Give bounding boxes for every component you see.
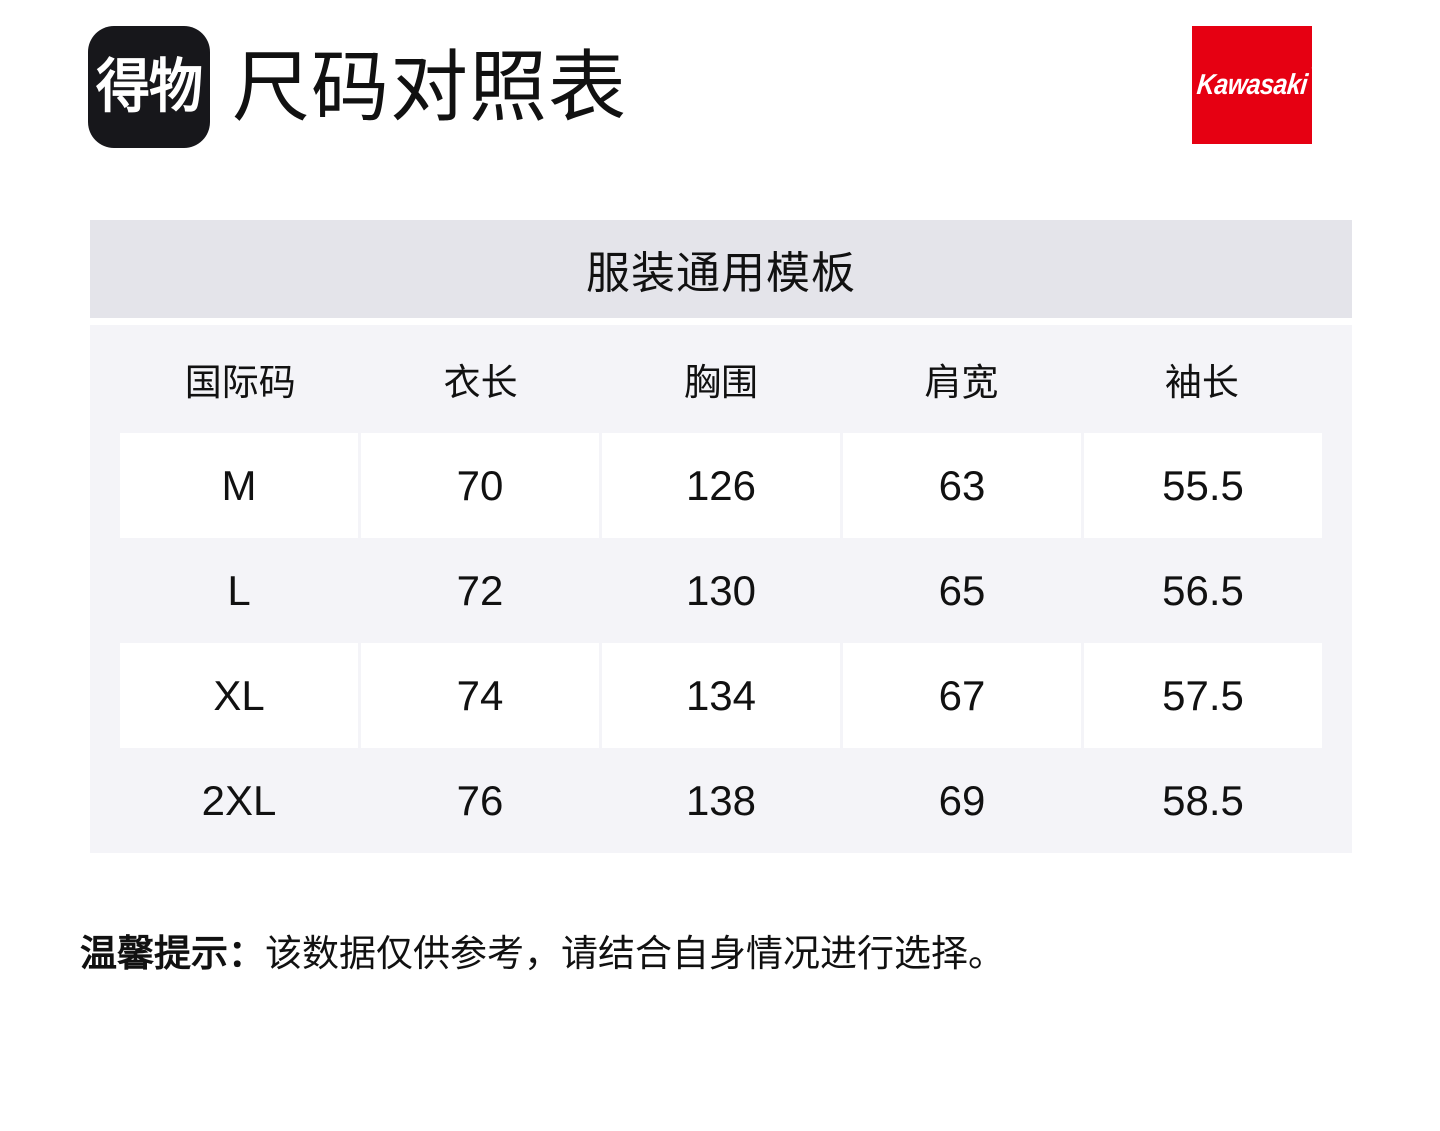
cell-shoulder: 69 <box>843 748 1081 853</box>
table-title: 服装通用模板 <box>90 220 1352 318</box>
page-header: 得物 尺码对照表 Kawasaki ® <box>0 0 1440 200</box>
cell-sleeve: 58.5 <box>1084 748 1322 853</box>
page-title: 尺码对照表 <box>232 43 628 131</box>
cell-length: 76 <box>361 748 599 853</box>
cell-shoulder: 65 <box>843 538 1081 643</box>
footer-note-label: 温馨提示： <box>80 933 265 974</box>
table-row: 2XL 76 138 69 58.5 <box>90 748 1352 853</box>
cell-bust: 126 <box>602 433 840 538</box>
cell-length: 74 <box>361 643 599 748</box>
column-header-size: 国际码 <box>184 362 296 403</box>
table-row: M 70 126 63 55.5 <box>90 433 1352 538</box>
table-body: 国际码 衣长 胸围 肩宽 袖长 M 70 126 63 55.5 L 72 13… <box>90 325 1352 853</box>
cell-length: 72 <box>361 538 599 643</box>
cell-length: 70 <box>361 433 599 538</box>
footer-note-text: 该数据仅供参考，请结合自身情况进行选择。 <box>265 933 1005 974</box>
cell-sleeve: 57.5 <box>1084 643 1322 748</box>
cell-shoulder: 63 <box>843 433 1081 538</box>
cell-bust: 138 <box>602 748 840 853</box>
column-header-bust: 胸围 <box>684 362 759 403</box>
brand-block: 得物 尺码对照表 <box>88 26 627 148</box>
kawasaki-brand-logo-icon: Kawasaki ® <box>1192 26 1318 144</box>
kawasaki-wordmark-label: Kawasaki <box>1195 68 1309 101</box>
cell-bust: 130 <box>602 538 840 643</box>
cell-sleeve: 55.5 <box>1084 433 1322 538</box>
column-header-shoulder: 肩宽 <box>924 362 999 403</box>
cell-bust: 134 <box>602 643 840 748</box>
kawasaki-wordmark: Kawasaki ® <box>1195 61 1318 101</box>
cell-size: 2XL <box>120 748 358 853</box>
cell-sleeve: 56.5 <box>1084 538 1322 643</box>
footer-note: 温馨提示：该数据仅供参考，请结合自身情况进行选择。 <box>80 930 1005 978</box>
cell-shoulder: 67 <box>843 643 1081 748</box>
column-header-length: 衣长 <box>443 362 518 403</box>
table-header-row: 国际码 衣长 胸围 肩宽 袖长 <box>90 325 1352 433</box>
table-row: XL 74 134 67 57.5 <box>90 643 1352 748</box>
dewu-app-logo-label: 得物 <box>96 54 203 120</box>
column-header-sleeve: 袖长 <box>1164 362 1239 403</box>
cell-size: M <box>120 433 358 538</box>
cell-size: L <box>120 538 358 643</box>
dewu-app-logo-icon: 得物 <box>88 26 210 148</box>
size-chart-table: 服装通用模板 国际码 衣长 胸围 肩宽 袖长 M 70 126 63 55.5 … <box>90 220 1352 853</box>
cell-size: XL <box>120 643 358 748</box>
registered-trademark-icon: ® <box>1311 61 1319 73</box>
table-row: L 72 130 65 56.5 <box>90 538 1352 643</box>
